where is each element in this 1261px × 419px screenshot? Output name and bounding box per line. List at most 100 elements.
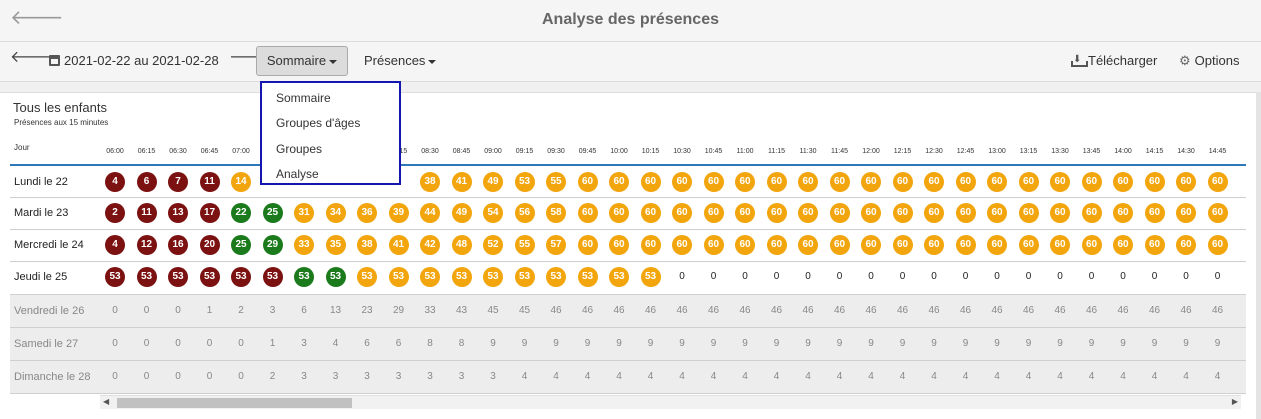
- summary-dropdown-button[interactable]: Sommaire: [256, 46, 348, 76]
- presence-count-cell: 4: [553, 371, 559, 382]
- presence-count-cell: 60: [892, 172, 913, 192]
- presence-count-cell: 55: [514, 235, 535, 255]
- presence-count-cell: 60: [735, 172, 755, 192]
- presence-count-cell: 0: [175, 371, 181, 382]
- vertical-scrollbar[interactable]: [1256, 92, 1261, 419]
- presence-count-cell: 60: [1113, 172, 1133, 192]
- presence-count-cell: 13: [168, 203, 188, 223]
- presence-count-cell: 60: [924, 172, 944, 192]
- options-button[interactable]: ⚙ Options: [1179, 53, 1239, 69]
- presence-count-cell: 53: [577, 267, 598, 287]
- presence-count-cell: 60: [1050, 203, 1070, 223]
- page-title: Analyse des présences: [542, 11, 719, 28]
- header-divider: [10, 164, 1246, 166]
- presence-count-cell: 9: [679, 338, 685, 349]
- presence-count-cell: 13: [329, 305, 342, 316]
- panel-title: Tous les enfants: [13, 100, 107, 115]
- presence-count-cell: 46: [550, 305, 562, 316]
- options-label: Options: [1194, 53, 1240, 68]
- presence-count-cell: 0: [742, 271, 748, 282]
- download-button[interactable]: Télécharger: [1071, 52, 1158, 69]
- row-divider: [10, 360, 1246, 361]
- presence-count-cell: 60: [861, 235, 881, 255]
- row-divider: [10, 294, 1246, 295]
- presence-count-cell: 60: [766, 203, 787, 223]
- presence-count-cell: 9: [1120, 338, 1126, 349]
- presence-count-cell: 4: [710, 371, 717, 382]
- presence-count-cell: 60: [1081, 235, 1102, 255]
- presence-count-cell: 60: [892, 203, 913, 223]
- presence-count-cell: 45: [487, 305, 499, 316]
- presence-count-cell: 53: [451, 267, 472, 287]
- presence-count-cell: 9: [773, 338, 780, 349]
- presence-count-cell: 4: [773, 371, 780, 382]
- presence-count-cell: 60: [1176, 203, 1196, 223]
- menu-item-groupes[interactable]: Groupes: [276, 142, 323, 156]
- horizontal-scrollbar[interactable]: ◀ ▶: [100, 395, 1241, 409]
- presence-count-cell: 45: [518, 305, 531, 316]
- presence-count-cell: 0: [175, 338, 181, 349]
- presence-count-cell: 60: [955, 172, 976, 192]
- presence-count-cell: 53: [262, 267, 283, 287]
- presence-count-cell: 53: [640, 267, 661, 287]
- presence-count-cell: 53: [136, 267, 157, 287]
- presence-count-cell: 11: [136, 203, 157, 223]
- presence-count-cell: 0: [1151, 271, 1158, 282]
- arrow-left-icon[interactable]: 🡐: [10, 7, 64, 29]
- presence-count-cell: 60: [1113, 203, 1133, 223]
- time-header: 07:00: [232, 148, 250, 155]
- presence-count-cell: 4: [994, 371, 1000, 382]
- presence-count-cell: 46: [1180, 305, 1192, 316]
- presence-count-cell: 0: [112, 305, 118, 316]
- presence-count-cell: 46: [928, 305, 940, 316]
- presence-count-cell: 46: [676, 305, 688, 316]
- presence-count-cell: 2: [105, 203, 125, 223]
- caret-down-icon: [428, 59, 437, 64]
- menu-item-groupes-ages[interactable]: Groupes d'âges: [276, 116, 361, 130]
- presence-count-cell: 60: [1176, 235, 1196, 255]
- presence-count-cell: 0: [1214, 271, 1221, 282]
- presence-count-cell: 4: [616, 371, 622, 382]
- menu-item-analyse[interactable]: Analyse: [276, 167, 319, 181]
- presence-count-cell: 60: [1113, 235, 1133, 255]
- date-range-label: 2021-02-22 au 2021-02-28: [64, 53, 219, 68]
- time-header: 10:30: [673, 148, 691, 155]
- date-range-picker[interactable]: 2021-02-22 au 2021-02-28: [49, 53, 219, 69]
- time-header: 14:15: [1145, 148, 1164, 155]
- scroll-right-icon[interactable]: ▶: [1231, 397, 1238, 406]
- download-label: Télécharger: [1088, 53, 1158, 68]
- presence-count-cell: 53: [325, 267, 346, 287]
- scroll-left-icon[interactable]: ◀: [103, 397, 110, 406]
- presence-count-cell: 60: [609, 203, 629, 223]
- presence-count-cell: 60: [798, 235, 818, 255]
- presence-count-cell: 38: [420, 172, 440, 192]
- presence-count-cell: 60: [1018, 203, 1039, 223]
- presence-count-cell: 3: [332, 371, 339, 382]
- presence-count-cell: 60: [672, 235, 692, 255]
- row-day-label: Dimanche le 28: [14, 371, 91, 383]
- presence-count-cell: 60: [955, 203, 976, 223]
- presence-count-cell: 0: [836, 271, 843, 282]
- row-divider: [10, 327, 1246, 328]
- menu-item-sommaire[interactable]: Sommaire: [276, 91, 331, 105]
- presence-count-cell: 60: [609, 172, 629, 192]
- time-header: 13:45: [1082, 148, 1101, 155]
- presence-count-cell: 0: [710, 271, 717, 282]
- presence-count-cell: 9: [742, 338, 748, 349]
- presence-count-cell: 60: [798, 203, 818, 223]
- time-header: 06:00: [106, 148, 124, 155]
- past-row-background: [10, 328, 1246, 360]
- prev-week-icon[interactable]: 🡐: [10, 49, 53, 66]
- presence-count-cell: 0: [1183, 271, 1189, 282]
- scrollbar-thumb[interactable]: [117, 398, 352, 408]
- presence-count-cell: 4: [1183, 371, 1189, 382]
- time-header: 10:45: [704, 148, 723, 155]
- presence-count-cell: 53: [609, 267, 629, 287]
- presence-count-cell: 53: [294, 267, 314, 287]
- presence-count-cell: 60: [829, 203, 850, 223]
- presences-dropdown-button[interactable]: Présences: [364, 53, 437, 69]
- presence-count-cell: 46: [802, 305, 814, 316]
- presence-count-cell: 60: [766, 172, 787, 192]
- caret-down-icon: [329, 59, 338, 64]
- presence-count-cell: 8: [427, 338, 433, 349]
